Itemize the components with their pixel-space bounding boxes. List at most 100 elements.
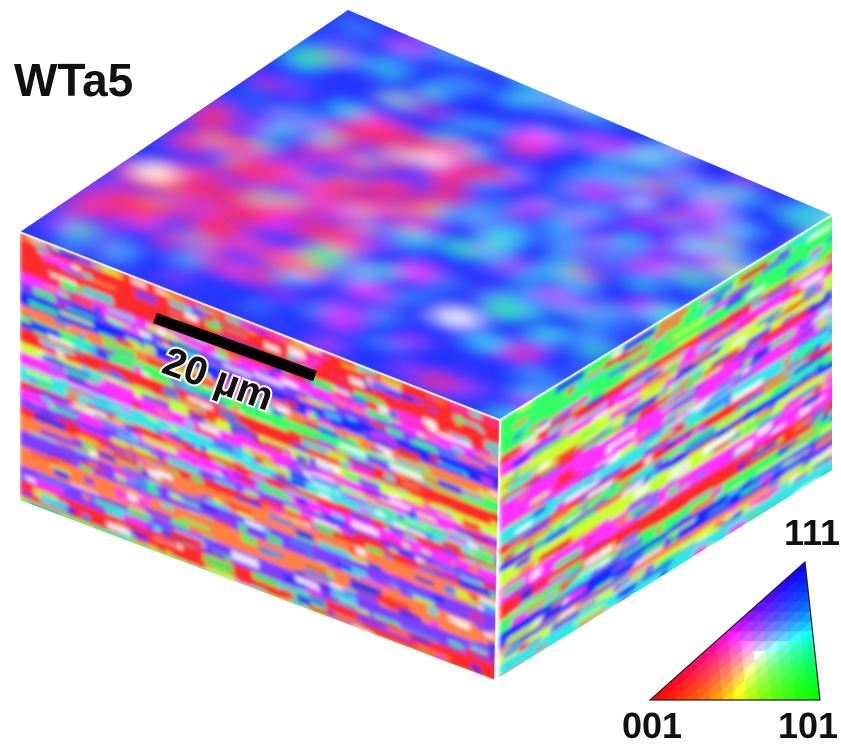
texture	[417, 655, 424, 663]
texture	[635, 599, 658, 620]
texture	[832, 197, 841, 220]
texture	[794, 179, 817, 191]
texture	[835, 451, 841, 462]
texture	[813, 492, 825, 503]
texture	[397, 652, 416, 667]
texture	[832, 259, 841, 285]
texture	[158, 560, 170, 569]
texture	[721, 543, 740, 560]
texture	[463, 678, 492, 696]
texture	[533, 669, 541, 681]
texture	[459, 680, 467, 689]
texture	[831, 448, 841, 475]
texture	[451, 675, 471, 687]
texture	[647, 590, 667, 611]
texture	[821, 481, 835, 497]
texture	[836, 263, 841, 290]
texture	[753, 162, 781, 178]
texture	[805, 188, 841, 206]
texture	[833, 481, 841, 503]
texture	[773, 175, 798, 188]
texture	[324, 626, 356, 645]
texture	[677, 135, 708, 152]
texture	[744, 169, 764, 180]
texture	[784, 172, 824, 192]
texture	[835, 474, 841, 490]
sample-title: WTa5	[14, 54, 133, 106]
texture	[207, 581, 236, 600]
ipf-101: 101	[778, 705, 838, 744]
texture	[147, 556, 170, 571]
texture	[519, 679, 536, 694]
texture	[820, 192, 841, 211]
texture	[784, 497, 799, 510]
texture	[448, 665, 462, 675]
texture	[833, 345, 841, 359]
texture	[701, 548, 715, 563]
texture	[834, 308, 841, 334]
texture	[555, 663, 562, 672]
texture	[834, 338, 841, 349]
texture	[204, 574, 213, 584]
texture	[709, 544, 727, 558]
texture	[725, 534, 739, 547]
texture	[801, 490, 819, 506]
texture	[610, 609, 632, 629]
texture	[744, 539, 755, 550]
texture	[769, 524, 782, 539]
texture	[831, 239, 841, 262]
texture	[333, 624, 353, 639]
texture	[832, 284, 841, 306]
texture	[695, 558, 729, 586]
texture	[189, 572, 210, 583]
orientation-map-box	[0, 0, 841, 717]
texture	[570, 89, 599, 105]
texture	[271, 598, 278, 606]
texture	[808, 184, 840, 201]
texture	[482, 685, 514, 702]
texture	[472, 677, 486, 689]
ipf-111: 111	[784, 512, 840, 553]
texture	[573, 640, 579, 652]
ipf-001: 001	[622, 705, 682, 744]
texture	[35, 513, 42, 519]
texture	[586, 628, 611, 649]
texture	[834, 394, 841, 420]
texture	[318, 625, 333, 639]
ebsd-figure: WTa5 20 µm 111 001 101	[0, 0, 841, 744]
texture	[411, 654, 421, 665]
texture	[538, 651, 550, 666]
texture	[692, 568, 713, 584]
texture	[551, 648, 585, 675]
texture	[318, 621, 350, 640]
texture	[832, 274, 841, 300]
texture	[368, 638, 377, 649]
texture	[550, 644, 561, 654]
texture	[397, 653, 409, 666]
texture	[592, 616, 605, 627]
texture	[834, 482, 840, 491]
ipf-color-key	[650, 562, 820, 700]
texture	[181, 569, 210, 584]
texture	[833, 466, 841, 492]
texture	[440, 668, 462, 683]
texture	[234, 589, 250, 603]
texture	[382, 646, 402, 658]
texture	[833, 257, 841, 276]
texture	[586, 628, 595, 643]
texture	[805, 493, 822, 509]
texture	[497, 676, 514, 686]
texture	[179, 570, 203, 587]
texture	[819, 185, 841, 208]
texture	[802, 486, 826, 507]
texture	[540, 80, 566, 95]
texture	[478, 686, 487, 697]
texture	[836, 484, 841, 495]
texture	[167, 564, 187, 580]
texture	[831, 368, 841, 386]
texture	[377, 644, 396, 659]
texture	[77, 529, 103, 545]
texture	[205, 575, 226, 589]
texture	[832, 278, 839, 286]
texture	[662, 135, 680, 144]
